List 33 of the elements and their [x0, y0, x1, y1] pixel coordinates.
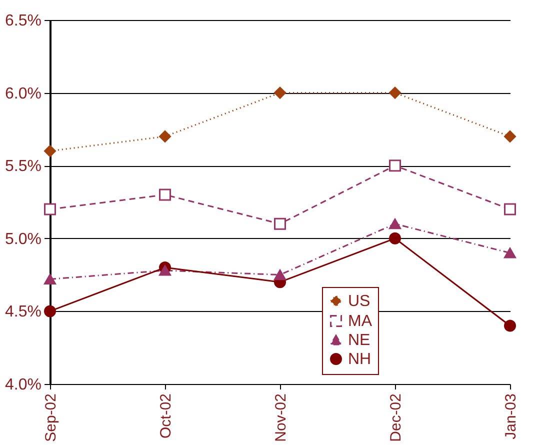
point — [159, 130, 171, 142]
y-tick-label: 5.5% — [5, 158, 42, 176]
point — [389, 232, 401, 244]
x-tick-label: Oct-02 — [158, 394, 174, 439]
legend-label: NE — [348, 332, 370, 349]
point — [274, 86, 286, 99]
point — [504, 203, 516, 216]
y-tick-label: 5.0% — [5, 230, 42, 248]
point — [389, 218, 401, 230]
y-tick-label: 4.5% — [5, 304, 42, 321]
point — [44, 274, 56, 284]
point — [504, 320, 516, 332]
point — [159, 188, 171, 201]
y-tick-label: 6.5% — [5, 12, 42, 30]
x-tick-label: Sep-02 — [42, 394, 60, 442]
point — [44, 203, 56, 216]
point — [159, 265, 171, 276]
y-tick-label: 4.0% — [5, 376, 42, 394]
point — [44, 305, 56, 318]
point — [274, 270, 286, 280]
point — [274, 218, 286, 230]
point — [504, 130, 516, 142]
legend-label: US — [348, 293, 370, 310]
point — [389, 160, 401, 172]
point — [44, 145, 56, 158]
point — [504, 248, 516, 258]
legend-label: MA — [348, 313, 372, 330]
point — [389, 86, 401, 99]
x-tick-label: Nov-02 — [272, 394, 290, 442]
y-tick-label: 6.0% — [5, 85, 42, 102]
x-tick-label: Jan-03 — [502, 394, 520, 440]
x-tick-label: Dec-02 — [388, 394, 404, 442]
legend-label: NH — [348, 351, 372, 368]
